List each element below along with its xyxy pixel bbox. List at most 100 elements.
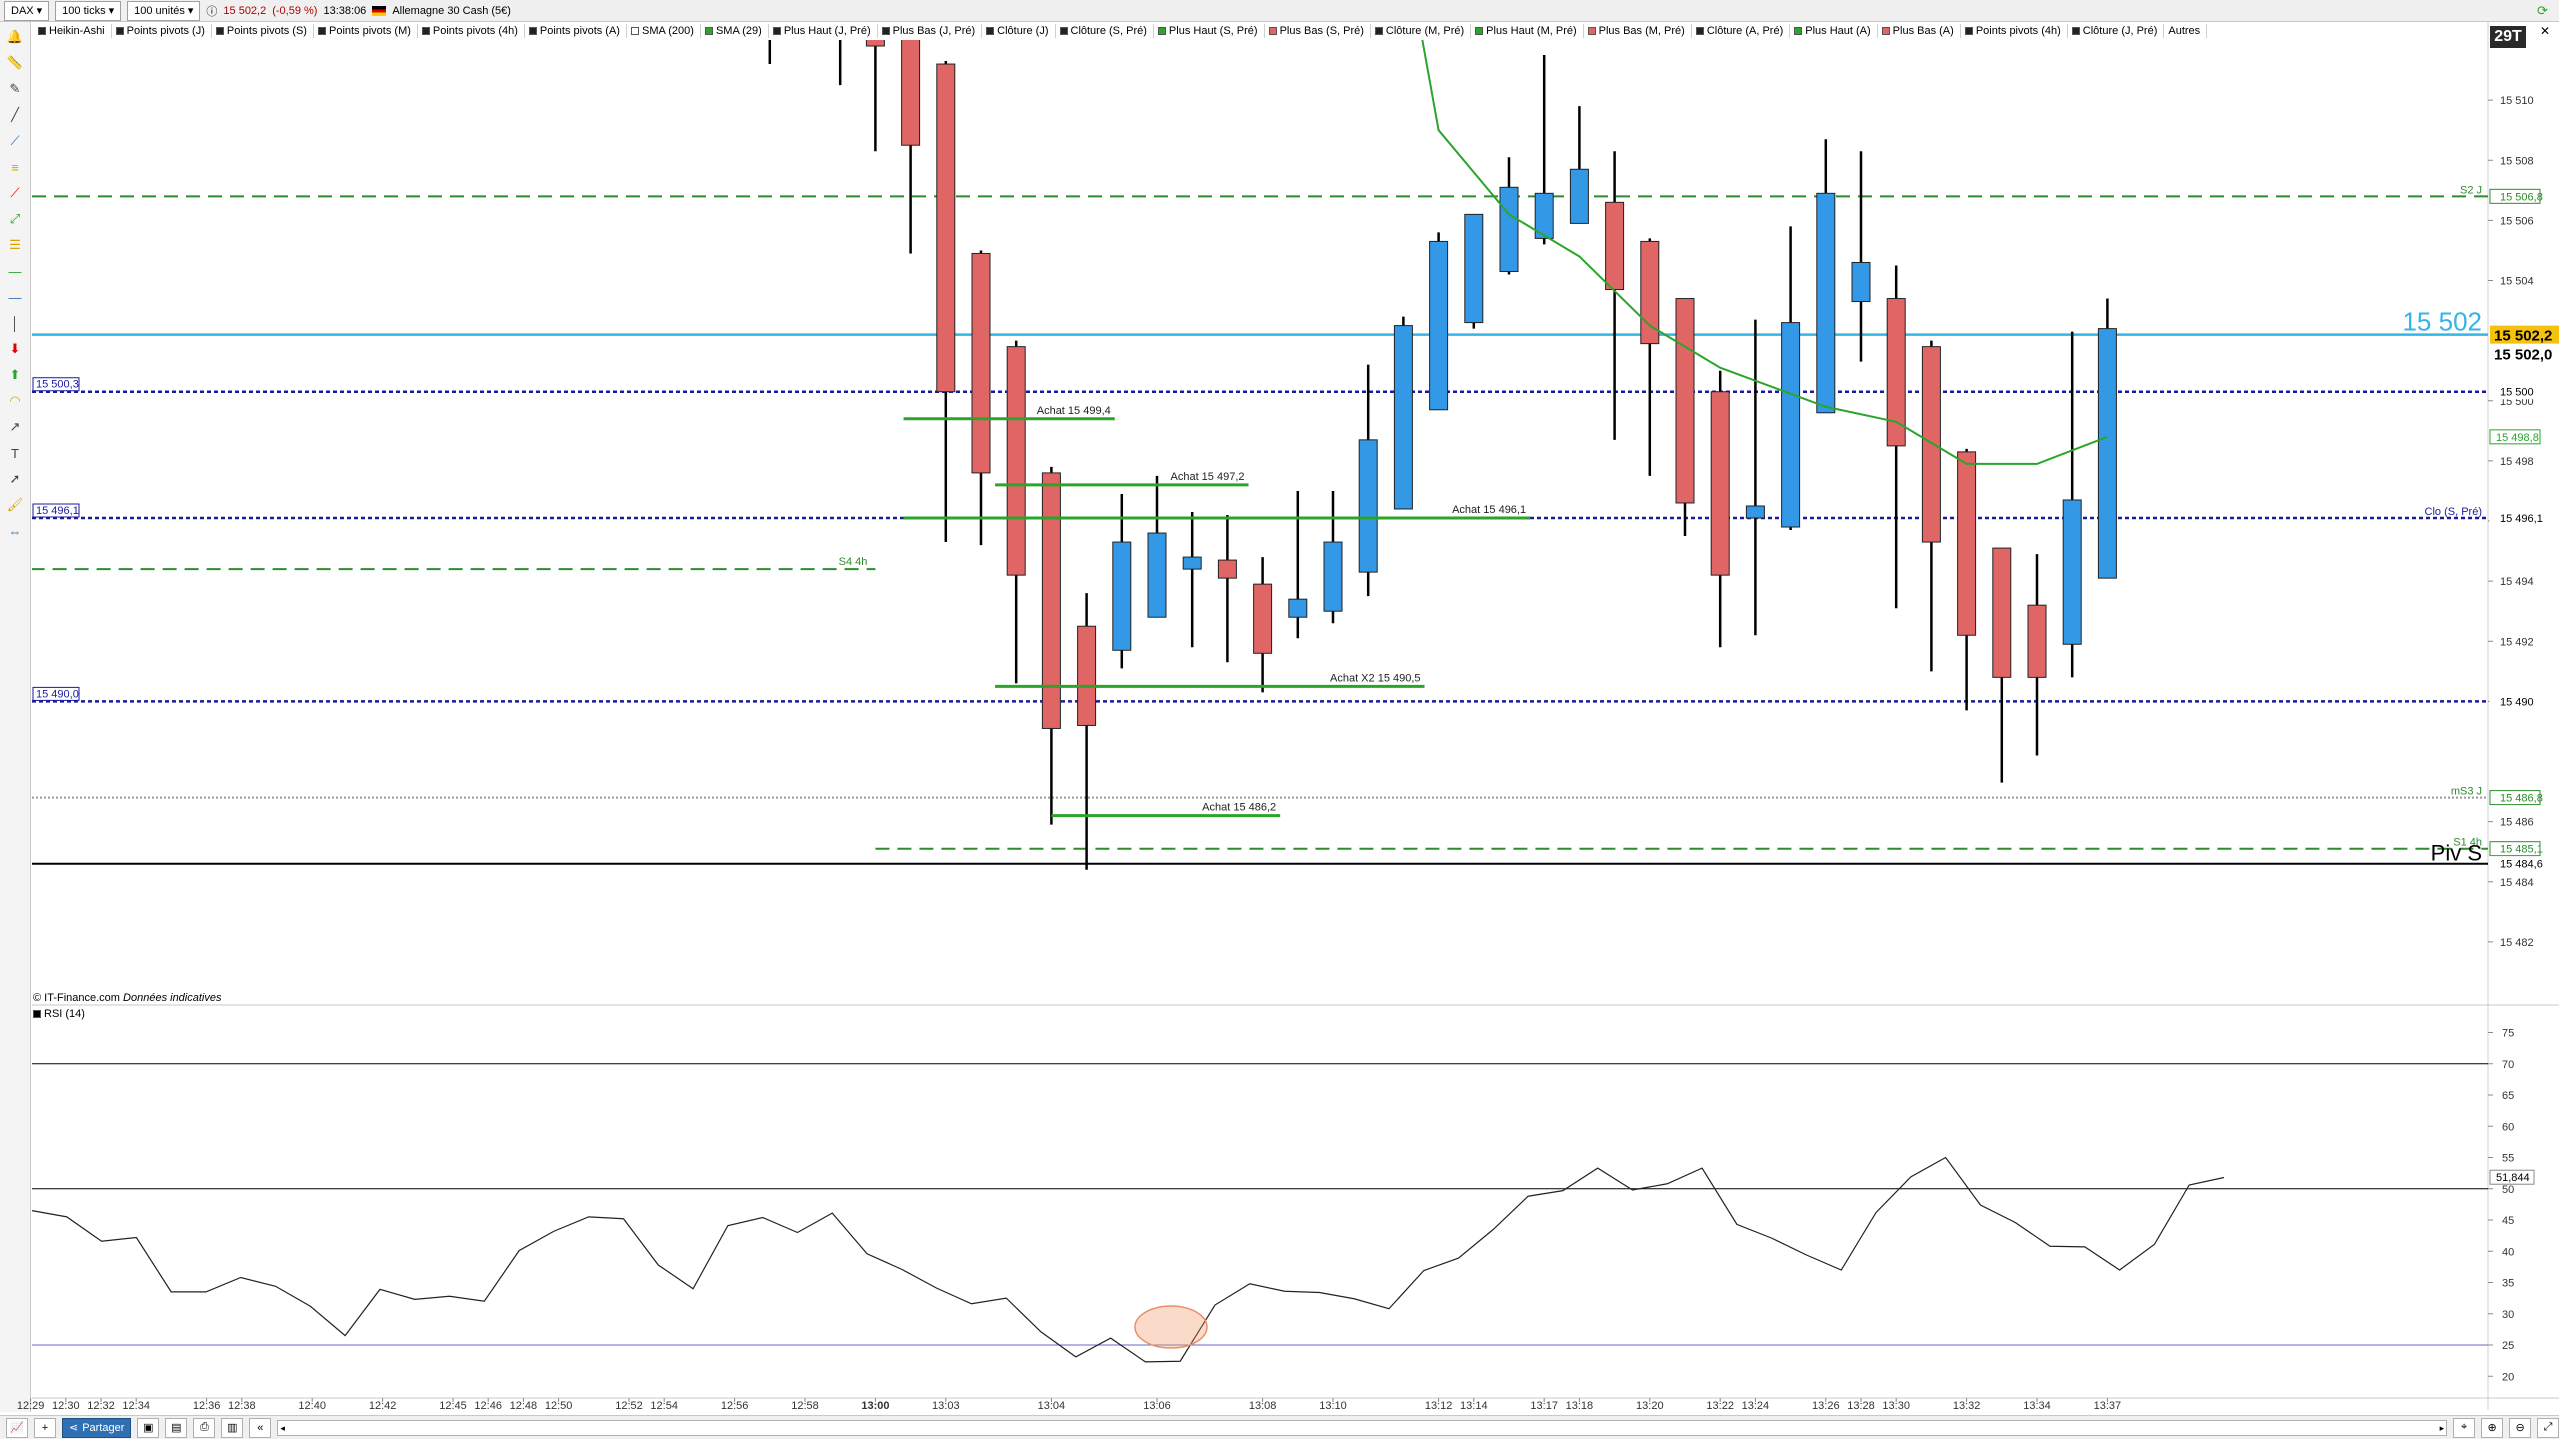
hline-icon[interactable]: — bbox=[8, 263, 22, 279]
rsi-tick-label: 55 bbox=[2502, 1153, 2514, 1165]
candle-body bbox=[1217, 559, 1237, 579]
indicator-item[interactable]: Points pivots (A) bbox=[525, 24, 627, 38]
level-left-tag bbox=[32, 503, 80, 518]
indicator-item[interactable]: Heikin-Ashi bbox=[34, 24, 112, 38]
zoom-reset-icon[interactable]: ⌖ bbox=[2453, 1417, 2476, 1438]
candle-body bbox=[1077, 625, 1097, 726]
arrow-down-icon[interactable]: ⬇ bbox=[9, 341, 21, 356]
units-selector[interactable]: 100 unités ▾ bbox=[127, 0, 201, 21]
print-icon[interactable]: ⎙ bbox=[193, 1417, 216, 1438]
current-price-tag-text: 15 502,2 bbox=[2494, 328, 2552, 345]
hline-blue-icon[interactable]: — bbox=[8, 289, 22, 305]
indicator-item[interactable]: Plus Bas (M, Pré) bbox=[1584, 24, 1692, 38]
measure-icon[interactable]: ⇔ bbox=[8, 523, 22, 539]
scroll-left-icon[interactable]: ◂ bbox=[280, 1422, 285, 1433]
top-toolbar: DAX ▾ 100 ticks ▾ 100 unités ▾ ⓘ 15 502,2 (… bbox=[0, 0, 2559, 22]
price-panel[interactable]: 15 510 15 508 15 506 15 504 15 500 15 498 15 4… bbox=[31, 0, 2559, 1410]
fit-icon[interactable]: ⤢ bbox=[2537, 1417, 2559, 1438]
zoom-out-icon[interactable]: ⊖ bbox=[2509, 1417, 2532, 1438]
candle bbox=[1499, 157, 1519, 275]
arc-icon[interactable]: ◠ bbox=[9, 393, 21, 408]
ticks-selector[interactable]: 100 ticks ▾ bbox=[55, 0, 122, 21]
indicator-item[interactable]: Points pivots (4h) bbox=[1961, 24, 2068, 38]
indicator-item[interactable]: SMA (200) bbox=[627, 24, 701, 38]
candle bbox=[1992, 547, 2012, 783]
layout-icon[interactable]: ▥ bbox=[221, 1417, 244, 1438]
indicator-item[interactable]: Clôture (M, Pré) bbox=[1371, 24, 1472, 38]
candle bbox=[1006, 340, 1026, 684]
close-icon[interactable]: ✕ bbox=[2540, 24, 2551, 38]
x-tick-label: 13:12 bbox=[1425, 1400, 1453, 1412]
indicator-item[interactable]: Clôture (J, Pré) bbox=[2068, 24, 2165, 38]
level-axis-tag bbox=[2489, 693, 2541, 709]
order-label: Achat 15 497,2 bbox=[1171, 471, 1245, 483]
candle-body bbox=[1393, 325, 1413, 510]
indicator-item[interactable]: Plus Haut (M, Pré) bbox=[1471, 24, 1584, 38]
settings-icon[interactable]: ⟳ bbox=[2537, 3, 2548, 18]
level-axis-tag-text: 15 485,1 bbox=[2500, 844, 2543, 856]
template-icon[interactable]: ▤ bbox=[165, 1417, 188, 1438]
zoom-in-icon[interactable]: ⊕ bbox=[2481, 1417, 2504, 1438]
trendline-icon[interactable]: ╱ bbox=[11, 107, 19, 122]
level-axis-tag bbox=[2489, 384, 2541, 400]
indicator-item[interactable]: Points pivots (S) bbox=[212, 24, 314, 38]
ruler-icon[interactable]: 📏 bbox=[6, 55, 24, 70]
horizontal-scrollbar[interactable]: ◂ ▸ bbox=[277, 1419, 2448, 1436]
brush-icon[interactable]: 🖌 bbox=[6, 497, 24, 512]
indicator-item[interactable]: Clôture (A, Pré) bbox=[1692, 24, 1791, 38]
rsi-panel[interactable]: 75 70 65 60 55 50 45 40 35 30 25 20 51,844 12:29 12:30… bbox=[17, 1028, 2559, 1413]
x-tick-label: 12:34 bbox=[122, 1400, 150, 1412]
indicator-item[interactable]: Plus Haut (S, Pré) bbox=[1154, 24, 1265, 38]
indicator-item[interactable]: Clôture (S, Pré) bbox=[1056, 24, 1154, 38]
scroll-right-icon[interactable]: ▸ bbox=[2439, 1422, 2445, 1433]
indicator-item[interactable]: Points pivots (J) bbox=[112, 24, 212, 38]
ray-icon[interactable]: ⟋ bbox=[10, 185, 20, 200]
indicator-label: Points pivots (A) bbox=[539, 25, 620, 37]
channel-icon[interactable]: ⟋ bbox=[10, 133, 20, 148]
rsi-tick-label: 25 bbox=[2502, 1340, 2514, 1352]
cursor-icon[interactable]: ➚ bbox=[9, 471, 21, 486]
level-label: Piv S bbox=[2431, 841, 2482, 866]
candle bbox=[1675, 298, 1695, 537]
arrow-line-icon[interactable]: ⤢ bbox=[9, 211, 21, 226]
share-button[interactable]: ⋖ Partager bbox=[61, 1417, 132, 1438]
text-tool-icon[interactable]: T bbox=[11, 445, 19, 461]
add-icon[interactable]: + bbox=[33, 1417, 56, 1438]
x-tick-label: 13:17 bbox=[1530, 1400, 1558, 1412]
candle bbox=[1041, 466, 1061, 825]
y-tick-label: 15 498 bbox=[2500, 456, 2534, 468]
rsi-tick-label: 75 bbox=[2502, 1028, 2514, 1040]
indicator-swatch bbox=[772, 27, 781, 35]
indicator-label: Clôture (M, Pré) bbox=[1385, 25, 1465, 37]
scroll-back-icon[interactable]: « bbox=[249, 1417, 272, 1438]
arrow-up-icon[interactable]: ⬆ bbox=[9, 367, 21, 382]
screenshot-icon[interactable]: ▣ bbox=[137, 1417, 160, 1438]
info-icon[interactable]: ⓘ bbox=[206, 5, 218, 18]
indicator-swatch bbox=[115, 27, 124, 35]
fib-retrace-icon[interactable]: ☰ bbox=[9, 237, 21, 252]
indicator-item[interactable]: Plus Haut (J, Pré) bbox=[769, 24, 878, 38]
candle-body bbox=[1112, 541, 1132, 651]
symbol-selector[interactable]: DAX ▾ bbox=[4, 0, 50, 21]
vline-icon[interactable]: │ bbox=[10, 315, 20, 331]
rsi-swatch bbox=[33, 1010, 41, 1018]
indicator-item[interactable]: Points pivots (4h) bbox=[418, 24, 525, 38]
indicator-item[interactable]: Plus Haut (A) bbox=[1790, 24, 1878, 38]
level-axis-tag-text: 15 500 bbox=[2500, 387, 2534, 399]
fibonacci-icon[interactable]: ≡ bbox=[11, 159, 19, 175]
indicator-item[interactable]: SMA (29) bbox=[701, 24, 769, 38]
indicator-item[interactable]: Plus Bas (S, Pré) bbox=[1265, 24, 1371, 38]
indicator-item[interactable]: Plus Bas (J, Pré) bbox=[878, 24, 983, 38]
indicator-item[interactable]: Autres bbox=[2164, 24, 2208, 38]
bell-icon[interactable]: 🔔 bbox=[6, 29, 24, 44]
indicator-item[interactable]: Clôture (J) bbox=[982, 24, 1056, 38]
rsi-tick-label: 65 bbox=[2502, 1090, 2514, 1102]
indicator-swatch bbox=[1695, 27, 1704, 35]
indicator-item[interactable]: Plus Bas (A) bbox=[1878, 24, 1961, 38]
rsi-tick-label: 70 bbox=[2502, 1059, 2514, 1071]
chart-type-icon[interactable]: 📈 bbox=[6, 1417, 28, 1438]
indicator-item[interactable]: Points pivots (M) bbox=[314, 24, 418, 38]
pencil-icon[interactable]: ✎ bbox=[9, 81, 21, 96]
arrow-tool-icon[interactable]: ↗ bbox=[9, 419, 21, 434]
